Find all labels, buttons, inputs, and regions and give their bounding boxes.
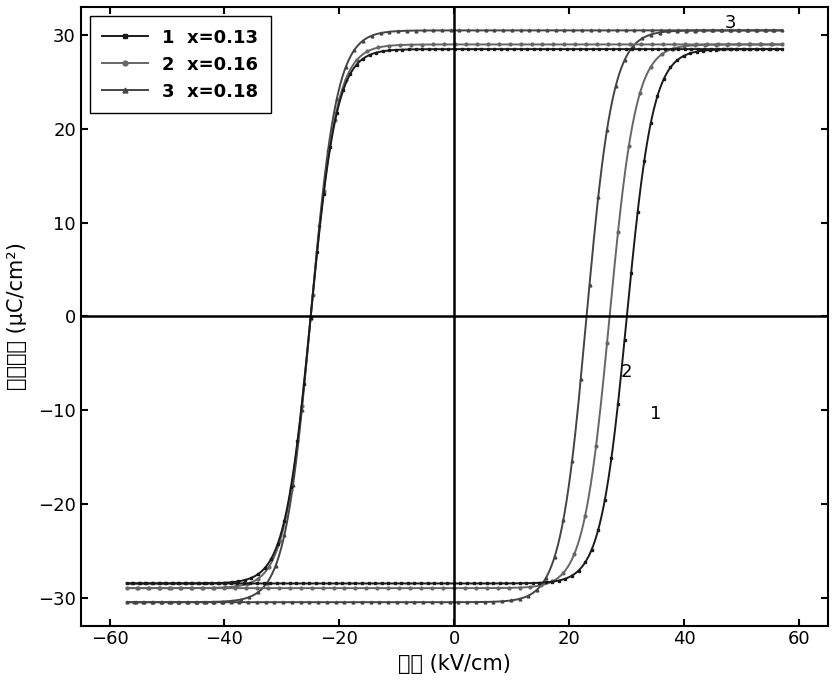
Text: 2: 2 bbox=[621, 363, 633, 381]
Text: 1: 1 bbox=[650, 405, 661, 424]
Legend: 1  x=0.13, 2  x=0.16, 3  x=0.18: 1 x=0.13, 2 x=0.16, 3 x=0.18 bbox=[90, 16, 271, 113]
Y-axis label: 极化强度 (μC/cm²): 极化强度 (μC/cm²) bbox=[7, 242, 27, 390]
Text: 3: 3 bbox=[725, 14, 736, 31]
X-axis label: 电场 (kV/cm): 电场 (kV/cm) bbox=[398, 654, 511, 674]
